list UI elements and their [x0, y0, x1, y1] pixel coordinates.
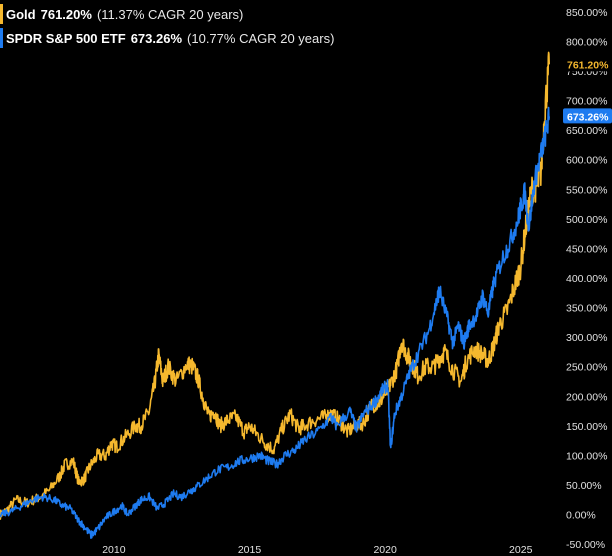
y-tick-label: 700.00%	[566, 96, 607, 108]
last-value-label-bg	[563, 56, 612, 72]
x-tick-label: 2025	[509, 544, 533, 556]
y-axis: -50.00% 0.00% 50.00% 100.00% 150.00% 200.00% 2…	[566, 7, 607, 551]
y-tick-label: 50.00%	[566, 480, 602, 492]
x-axis: 2010 2015 2020 2025	[102, 544, 532, 556]
y-tick-label: 450.00%	[566, 243, 607, 255]
legend-color-bar-spy	[0, 28, 3, 48]
y-tick-label: -50.00%	[566, 539, 605, 551]
last-value-labels: 761.20% 673.26%	[563, 56, 612, 124]
last-value-label: 673.26%	[567, 111, 609, 123]
y-tick-label: 150.00%	[566, 421, 607, 433]
y-tick-label: 850.00%	[566, 7, 607, 19]
y-tick-label: 400.00%	[566, 273, 607, 285]
legend-note-spy: (10.77% CAGR 20 years)	[187, 30, 335, 46]
y-tick-label: 550.00%	[566, 184, 607, 196]
y-tick-label: 250.00%	[566, 362, 607, 374]
series-line-spy	[0, 106, 550, 539]
y-tick-label: 650.00%	[566, 125, 607, 137]
legend: Gold 761.20% (11.37% CAGR 20 years) SPDR…	[0, 0, 334, 54]
y-tick-label: 350.00%	[566, 303, 607, 315]
legend-item-gold[interactable]: Gold 761.20% (11.37% CAGR 20 years)	[0, 4, 334, 24]
x-tick-label: 2020	[373, 544, 397, 556]
legend-color-bar-gold	[0, 4, 3, 24]
legend-note-gold: (11.37% CAGR 20 years)	[96, 6, 244, 22]
legend-name-gold: Gold	[6, 6, 36, 22]
legend-item-spy[interactable]: SPDR S&P 500 ETF 673.26% (10.77% CAGR 20…	[0, 28, 335, 48]
y-tick-label: 500.00%	[566, 214, 607, 226]
y-tick-label: 100.00%	[566, 450, 607, 462]
x-tick-label: 2010	[102, 544, 126, 556]
y-tick-label: 300.00%	[566, 332, 607, 344]
y-tick-label: 600.00%	[566, 155, 607, 167]
x-tick-label: 2015	[238, 544, 262, 556]
series-lines	[0, 51, 550, 539]
y-tick-label: 0.00%	[566, 510, 596, 522]
legend-value-gold: 761.20%	[40, 6, 92, 22]
y-tick-label: 800.00%	[566, 36, 607, 48]
y-tick-label: 200.00%	[566, 391, 607, 403]
legend-name-spy: SPDR S&P 500 ETF	[6, 30, 126, 46]
series-line-gold	[0, 51, 550, 520]
last-value-label-bg	[563, 108, 612, 124]
legend-value-spy: 673.26%	[130, 30, 183, 46]
last-value-label: 761.20%	[567, 59, 609, 71]
